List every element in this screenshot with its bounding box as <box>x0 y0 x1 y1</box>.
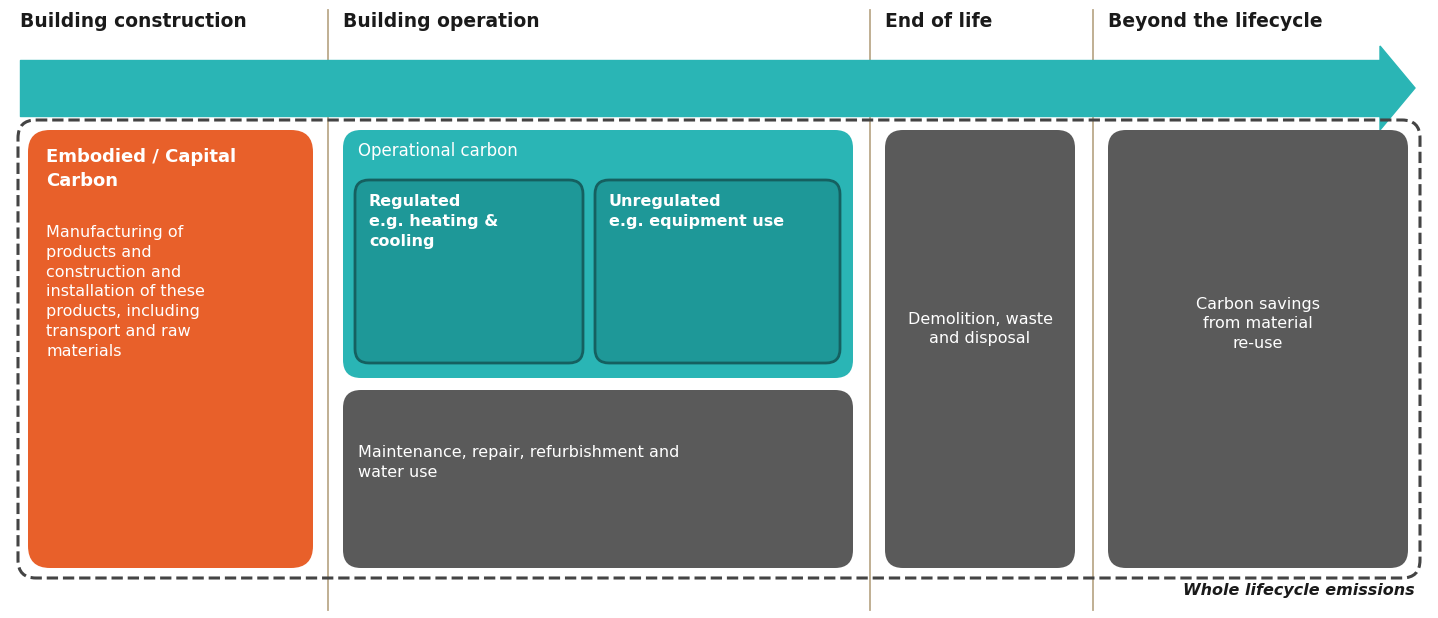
FancyBboxPatch shape <box>27 130 313 568</box>
FancyBboxPatch shape <box>344 390 853 568</box>
Text: Manufacturing of
products and
construction and
installation of these
products, i: Manufacturing of products and constructi… <box>46 225 204 359</box>
Text: Maintenance, repair, refurbishment and
water use: Maintenance, repair, refurbishment and w… <box>358 445 679 480</box>
Text: Beyond the lifecycle: Beyond the lifecycle <box>1109 12 1323 31</box>
FancyBboxPatch shape <box>344 130 853 378</box>
FancyBboxPatch shape <box>884 130 1076 568</box>
Text: Embodied / Capital
Carbon: Embodied / Capital Carbon <box>46 148 236 190</box>
FancyBboxPatch shape <box>595 180 840 363</box>
FancyBboxPatch shape <box>355 180 582 363</box>
Text: Building operation: Building operation <box>344 12 539 31</box>
Text: End of life: End of life <box>884 12 992 31</box>
Text: Unregulated
e.g. equipment use: Unregulated e.g. equipment use <box>610 194 784 229</box>
Text: Demolition, waste
and disposal: Demolition, waste and disposal <box>907 311 1053 347</box>
Text: Regulated
e.g. heating &
cooling: Regulated e.g. heating & cooling <box>370 194 498 248</box>
Text: Carbon savings
from material
re-use: Carbon savings from material re-use <box>1196 297 1320 351</box>
Text: Whole lifecycle emissions: Whole lifecycle emissions <box>1183 583 1415 598</box>
Text: Building construction: Building construction <box>20 12 247 31</box>
Polygon shape <box>1380 46 1415 130</box>
FancyBboxPatch shape <box>1109 130 1408 568</box>
Text: Operational carbon: Operational carbon <box>358 142 518 160</box>
